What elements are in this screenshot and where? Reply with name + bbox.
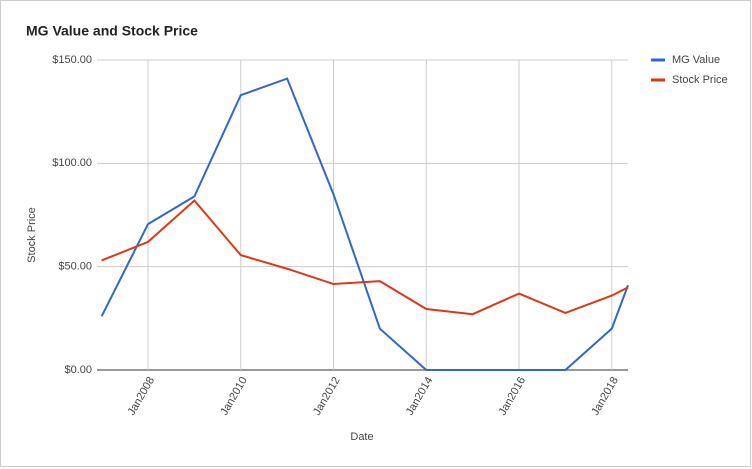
line-series	[101, 199, 629, 316]
y-tick-label: $0.00	[64, 364, 92, 376]
chart-title: MG Value and Stock Price	[26, 23, 198, 39]
legend-label: Stock Price	[672, 74, 728, 86]
y-tick-label: $150.00	[52, 54, 92, 66]
y-tick-label: $100.00	[52, 157, 92, 169]
legend-label: MG Value	[672, 54, 720, 66]
line-series	[100, 77, 629, 371]
x-axis-label: Date	[350, 431, 373, 443]
y-tick-label: $50.00	[58, 261, 92, 273]
y-axis-label: Stock Price	[26, 207, 38, 263]
